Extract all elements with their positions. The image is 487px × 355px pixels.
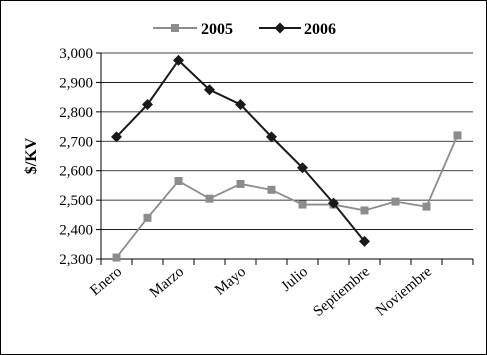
data-point-2005 — [453, 131, 462, 140]
series-line-2006 — [115, 58, 366, 242]
plot-area: 2,300 2,400 2,500 2,600 2,700 2,800 2,900 3,000… — [59, 46, 474, 320]
x-tick-label: Marzo — [147, 264, 187, 301]
series-line-2005 — [115, 135, 459, 259]
legend-marker-2006 — [274, 22, 286, 34]
y-tick-label: 2,500 — [59, 193, 93, 209]
y-axis-title: $/KV — [23, 137, 40, 174]
y-tick-label: 2,800 — [59, 105, 93, 121]
y-tick-label: 2,700 — [59, 134, 93, 150]
data-point-2006 — [111, 131, 122, 143]
x-tick-label: Mayo — [212, 264, 249, 299]
data-point-2005 — [360, 206, 369, 215]
data-point-2006 — [173, 54, 184, 66]
data-point-2006 — [328, 197, 339, 209]
x-tick-label: Enero — [87, 264, 125, 299]
legend: 2005 2006 — [153, 21, 336, 38]
legend-marker-2005 — [171, 24, 179, 32]
legend-label-2005: 2005 — [201, 21, 233, 38]
x-tick-label: Septiembre — [310, 264, 373, 320]
data-point-2005 — [391, 197, 400, 206]
data-point-2006 — [204, 84, 215, 96]
data-point-2005 — [267, 185, 276, 194]
data-point-2005 — [174, 177, 183, 186]
data-point-2005 — [112, 253, 121, 262]
y-tick-label: 3,000 — [59, 46, 93, 62]
data-point-2005 — [205, 194, 214, 203]
y-tick-label: 2,900 — [59, 75, 93, 91]
x-tick-label: Noviembre — [373, 264, 435, 320]
y-tick-label: 2,400 — [59, 223, 93, 239]
legend-item-2006: 2006 — [259, 21, 336, 38]
data-point-2006 — [235, 99, 246, 110]
y-tick-label: 2,300 — [59, 252, 93, 268]
data-point-2005 — [422, 202, 431, 211]
data-point-2005 — [298, 200, 307, 209]
data-point-2006 — [359, 235, 370, 247]
x-tick-label: Julio — [278, 264, 311, 295]
data-point-2005 — [143, 213, 152, 222]
y-tick-label: 2,600 — [59, 164, 93, 180]
data-point-2006 — [297, 162, 308, 174]
legend-label-2006: 2006 — [304, 21, 336, 38]
data-point-2005 — [236, 179, 245, 188]
data-point-2006 — [266, 131, 277, 143]
legend-item-2005: 2005 — [153, 21, 233, 38]
data-point-2006 — [142, 99, 153, 110]
